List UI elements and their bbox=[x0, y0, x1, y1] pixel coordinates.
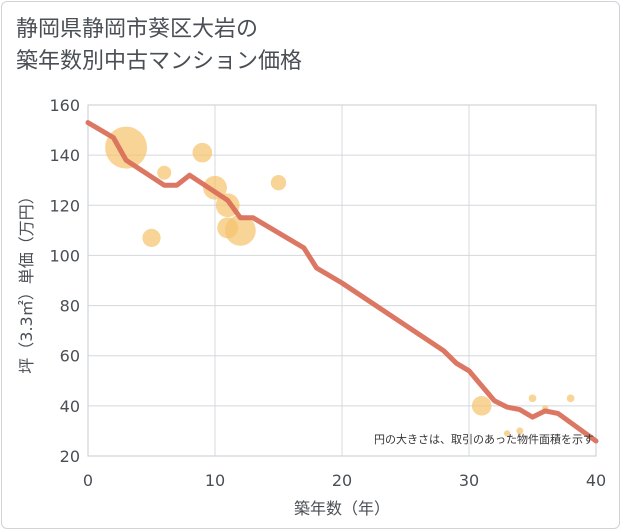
chart-title: 静岡県静岡市葵区大岩の 築年数別中古マンション価格 bbox=[16, 14, 302, 78]
y-tick-label: 140 bbox=[49, 146, 80, 165]
y-tick-label: 100 bbox=[49, 246, 80, 265]
x-tick-label: 0 bbox=[83, 471, 93, 490]
data-bubble bbox=[225, 214, 256, 246]
y-tick-label: 60 bbox=[60, 347, 80, 366]
x-axis-label: 築年数（年） bbox=[294, 499, 390, 518]
x-tick-labels: 0 10 20 30 40 bbox=[83, 471, 606, 490]
y-tick-label: 40 bbox=[60, 397, 80, 416]
bubble-size-note: 円の大きさは、取引のあった物件面積を示す bbox=[374, 432, 594, 446]
data-bubble bbox=[528, 394, 537, 403]
x-tick-label: 20 bbox=[332, 471, 352, 490]
x-tick-label: 10 bbox=[205, 471, 225, 490]
data-bubble bbox=[142, 228, 161, 247]
data-bubble bbox=[516, 427, 524, 435]
data-bubble bbox=[157, 165, 172, 180]
data-bubble bbox=[270, 175, 287, 191]
data-bubble bbox=[503, 430, 511, 437]
x-tick-label: 30 bbox=[459, 471, 479, 490]
data-bubble bbox=[566, 394, 575, 403]
y-tick-label: 20 bbox=[60, 447, 80, 466]
data-bubble bbox=[471, 396, 492, 416]
chart-title-line-1: 静岡県静岡市葵区大岩の bbox=[16, 17, 259, 42]
trend-series bbox=[85, 120, 599, 444]
y-axis-label: 坪（3.3㎡）単価（万円） bbox=[17, 188, 36, 373]
trend-line bbox=[85, 120, 599, 444]
y-tick-label: 120 bbox=[49, 196, 80, 215]
y-tick-label: 80 bbox=[60, 297, 80, 316]
y-tick-label: 160 bbox=[49, 96, 80, 115]
x-tick-label: 40 bbox=[586, 471, 606, 490]
chart-title-line-2: 築年数別中古マンション価格 bbox=[16, 49, 303, 74]
grid-lines bbox=[88, 105, 596, 456]
data-bubble bbox=[192, 142, 213, 163]
y-tick-labels: 20 40 60 80 100 120 140 160 bbox=[49, 96, 80, 466]
